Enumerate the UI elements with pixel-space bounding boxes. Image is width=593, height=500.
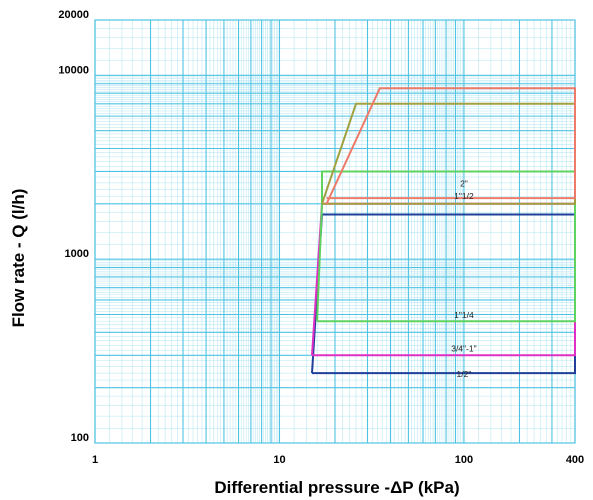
series-label-2: 1"1/4 <box>454 310 474 320</box>
y-tick-label-3: 20000 <box>58 9 89 21</box>
x-tick-label-3: 400 <box>566 454 584 466</box>
y-tick-label-2: 10000 <box>58 64 89 76</box>
series-label-4: 2" <box>460 179 468 189</box>
series-labels: 1/2" 3/4"-1" 1"1/4 1"1/2 2" <box>451 179 476 380</box>
series-layer <box>311 87 576 375</box>
y-tick-label-0: 100 <box>71 432 89 444</box>
x-tick-label-1: 10 <box>273 454 285 466</box>
y-tick-label-1: 1000 <box>65 248 89 260</box>
series-label-1: 3/4"-1" <box>451 343 476 353</box>
series-line-2 <box>316 170 576 323</box>
major-grid <box>94 19 576 444</box>
x-tick-label-0: 1 <box>92 454 98 466</box>
y-axis-ticks: 100 1000 10000 20000 <box>58 9 89 444</box>
x-axis-ticks: 1 10 100 400 <box>92 454 584 466</box>
series-label-3: 1"1/2 <box>454 191 474 201</box>
series-label-0: 1/2" <box>457 369 472 379</box>
series-line-0 <box>311 213 576 375</box>
x-axis-title: Differential pressure -ΔP (kPa) <box>214 478 459 497</box>
y-axis-title: Flow rate - Q (l/h) <box>9 189 28 328</box>
series-line-4 <box>325 87 576 205</box>
x-tick-label-2: 100 <box>455 454 473 466</box>
